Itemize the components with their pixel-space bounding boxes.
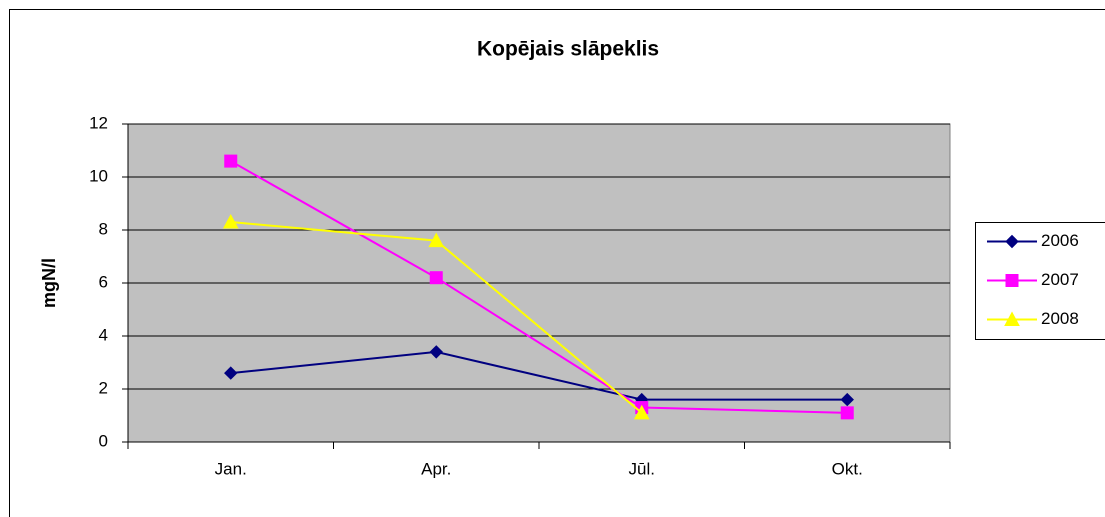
series-line	[230, 160, 848, 414]
legend-label: 2008	[1041, 309, 1079, 328]
y-tick-label: 2	[99, 378, 108, 397]
y-tick-label: 6	[99, 272, 108, 291]
y-tick-label: 8	[99, 219, 108, 238]
legend-marker	[1005, 234, 1019, 249]
x-tick-label: Apr.	[421, 459, 451, 478]
y-axis-label: mgN/l	[39, 258, 59, 308]
data-point	[840, 392, 854, 407]
series-line	[230, 350, 848, 401]
data-point	[224, 154, 238, 168]
x-tick-label: Okt.	[832, 459, 863, 478]
data-point	[222, 213, 239, 229]
legend-label: 2007	[1041, 270, 1079, 289]
y-tick-label: 10	[89, 166, 108, 185]
y-tick-label: 4	[99, 325, 108, 344]
data-point	[429, 271, 443, 285]
x-tick-label: Jan.	[215, 459, 247, 478]
x-tick-label: Jūl.	[629, 459, 655, 478]
data-point	[840, 406, 854, 420]
legend-marker	[1005, 274, 1019, 287]
legend-label: 2006	[1041, 231, 1079, 250]
data-point	[429, 345, 443, 359]
data-point	[633, 404, 650, 420]
data-point	[224, 366, 238, 380]
y-tick-label: 0	[99, 431, 108, 450]
chart-title: Kopējais slāpeklis	[477, 38, 659, 61]
y-tick-label: 12	[89, 113, 108, 132]
data-point	[428, 232, 445, 248]
legend-marker	[1004, 311, 1020, 326]
